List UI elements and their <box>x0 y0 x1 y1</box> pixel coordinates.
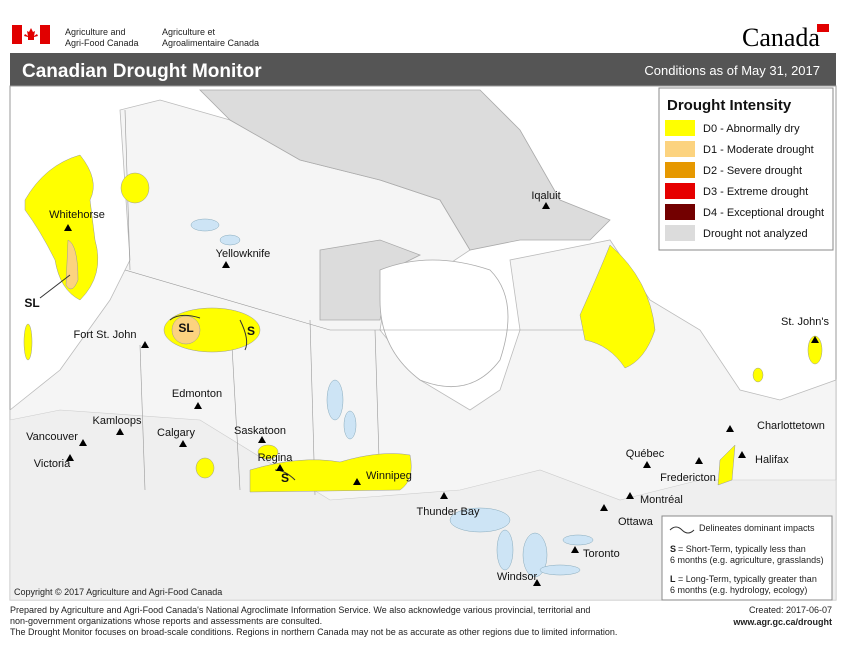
org-en: Agri-Food Canada <box>65 38 139 48</box>
city-label: Ottawa <box>618 516 654 528</box>
city-marker <box>695 457 703 464</box>
impact-label: SL <box>178 321 193 335</box>
impact-labels: SL SL S S <box>24 296 289 485</box>
legend-swatch <box>665 225 695 241</box>
created: Created: 2017-06-07 <box>749 605 832 615</box>
city-label: Yellowknife <box>216 248 271 260</box>
copyright: Copyright © 2017 Agriculture and Agri-Fo… <box>14 587 222 597</box>
legend-swatch <box>665 204 695 220</box>
key-code: L <box>670 574 676 584</box>
legend-label: D2 - Severe drought <box>703 165 802 177</box>
key-line-label: Delineates dominant impacts <box>699 523 815 533</box>
city-label: Calgary <box>157 427 195 439</box>
city-marker <box>141 341 149 348</box>
city-marker <box>222 261 230 268</box>
city-marker <box>440 492 448 499</box>
city-label: Regina <box>258 452 294 464</box>
org-en: Agriculture and <box>65 27 126 37</box>
legend-swatch <box>665 183 695 199</box>
city-label: Montréal <box>640 494 683 506</box>
city-marker <box>726 425 734 432</box>
city-label: Toronto <box>583 548 620 560</box>
wordmark-flag <box>817 24 829 32</box>
legend-label: D0 - Abnormally dry <box>703 123 800 135</box>
key: Delineates dominant impacts S = Short-Te… <box>661 515 833 601</box>
city-marker <box>643 461 651 468</box>
legend-label: D1 - Moderate drought <box>703 144 814 156</box>
city-label: Victoria <box>34 458 71 470</box>
key-text: 6 months (e.g. agriculture, grasslands) <box>670 555 824 565</box>
city-label: Kamloops <box>93 415 142 427</box>
key-text: = Short-Term, typically less than <box>678 544 806 554</box>
city-marker <box>79 439 87 446</box>
org-fr: Agroalimentaire Canada <box>162 38 259 48</box>
conditions: Conditions as of May 31, 2017 <box>644 63 820 78</box>
city-marker <box>626 492 634 499</box>
cities: Whitehorse Yellowknife Iqaluit Fort St. Joh… <box>26 190 829 586</box>
city-label: Thunder Bay <box>417 506 480 518</box>
city-marker <box>116 428 124 435</box>
city-marker <box>542 202 550 209</box>
legend-swatch <box>665 141 695 157</box>
city-marker <box>600 504 608 511</box>
key-text: 6 months (e.g. hydrology, ecology) <box>670 585 807 595</box>
city-label: Iqaluit <box>531 190 560 202</box>
city-label: Saskatoon <box>234 425 286 437</box>
city-marker <box>179 440 187 447</box>
city-label: Halifax <box>755 454 789 466</box>
city-label: Whitehorse <box>49 209 105 221</box>
wordmark: Canada <box>742 23 820 52</box>
city-marker <box>571 546 579 553</box>
city-label: St. John's <box>781 316 829 328</box>
key-line <box>669 526 695 534</box>
key-text: = Long-Term, typically greater than <box>678 574 817 584</box>
city-label: Québec <box>626 448 665 460</box>
city-marker <box>353 478 361 485</box>
city-label: Edmonton <box>172 388 222 400</box>
legend-swatch <box>665 120 695 136</box>
legend-label: D4 - Exceptional drought <box>703 207 824 219</box>
key-code: S <box>670 544 676 554</box>
org-fr: Agriculture et <box>162 27 216 37</box>
footer-line: non-government organizations whose repor… <box>10 616 322 626</box>
city-label: Winnipeg <box>366 470 412 482</box>
city-label: Fort St. John <box>74 329 137 341</box>
city-label: Windsor <box>497 571 538 583</box>
city-label: Charlottetown <box>757 420 825 432</box>
impact-label: S <box>247 324 255 338</box>
legend-label: D3 - Extreme drought <box>703 186 808 198</box>
legend-swatch <box>665 162 695 178</box>
city-label: Vancouver <box>26 431 78 443</box>
city-marker <box>811 336 819 343</box>
city-label: Fredericton <box>660 472 716 484</box>
footer-line: Prepared by Agriculture and Agri-Food Ca… <box>10 605 590 615</box>
city-marker <box>64 224 72 231</box>
flag <box>12 25 50 44</box>
legend: Drought Intensity D0 - Abnormally dry D1 … <box>658 87 834 251</box>
legend-title: Drought Intensity <box>667 97 792 114</box>
impact-label: S <box>281 471 289 485</box>
key-box <box>661 515 833 601</box>
map <box>9 89 837 601</box>
title: Canadian Drought Monitor <box>22 61 262 82</box>
city-marker <box>533 579 541 586</box>
title-bar <box>10 53 836 86</box>
legend-label: Drought not analyzed <box>703 228 808 240</box>
impact-label: SL <box>24 296 39 310</box>
city-marker <box>738 451 746 458</box>
city-marker <box>276 464 284 471</box>
city-marker <box>66 454 74 461</box>
city-marker <box>194 402 202 409</box>
city-marker <box>258 436 266 443</box>
footer-line: The Drought Monitor focuses on broad-sca… <box>10 627 617 637</box>
url[interactable]: www.agr.gc.ca/drought <box>732 617 832 627</box>
